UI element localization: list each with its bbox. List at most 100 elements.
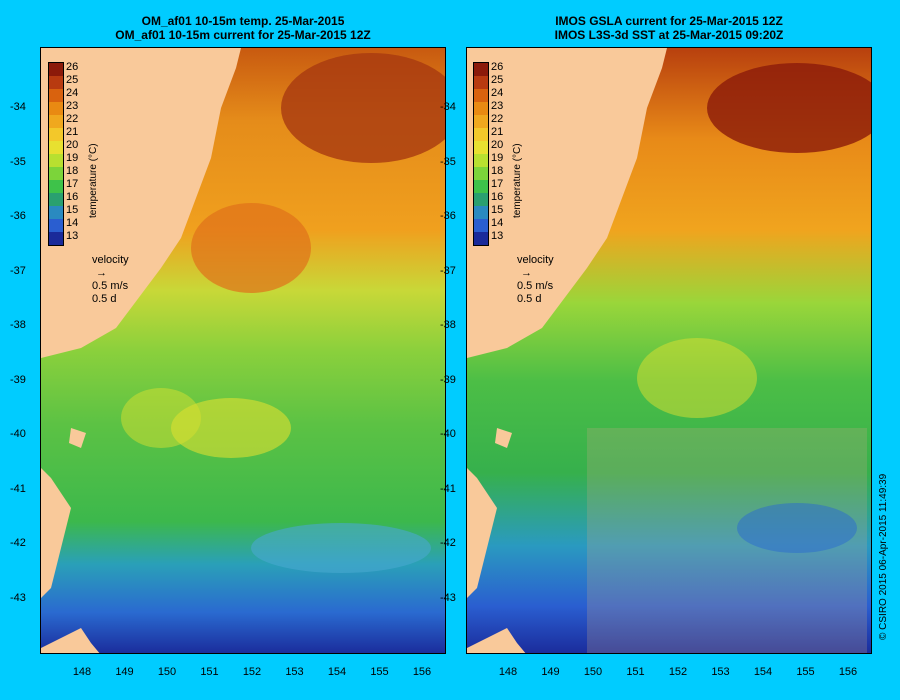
colorbar-tick: 26 — [66, 61, 79, 73]
lon-label: 151 — [200, 666, 219, 678]
lat-label: -36 — [10, 210, 26, 222]
colorbar-tick: 17 — [491, 178, 504, 190]
right-velocity-duration: 0.5 d — [517, 293, 542, 305]
left-temperature-map — [41, 48, 445, 653]
colorbar-tick: 13 — [66, 230, 79, 242]
colorbar-cell — [474, 128, 488, 141]
colorbar-cell — [474, 76, 488, 89]
colorbar-cell — [474, 219, 488, 232]
lon-label: 154 — [327, 666, 347, 678]
lat-label: -37 — [440, 264, 456, 277]
right-sst-map — [467, 48, 871, 653]
colorbar-cell — [49, 102, 63, 115]
colorbar-cell — [49, 232, 63, 245]
colorbar-tick: 19 — [491, 152, 504, 164]
colorbar-tick: 14 — [491, 217, 504, 229]
colorbar-cell — [49, 167, 63, 180]
colorbar-tick: 21 — [491, 126, 504, 138]
lon-label: 149 — [115, 666, 134, 678]
lat-label: -36 — [440, 210, 456, 222]
right-colorbar — [473, 62, 489, 246]
colorbar-cell — [474, 115, 488, 128]
colorbar-cell — [474, 89, 488, 102]
lat-label: -41 — [10, 482, 26, 495]
colorbar-cell — [49, 154, 63, 167]
colorbar-tick: 22 — [66, 113, 79, 125]
credit-text: © CSIRO 2015 06-Apr-2015 11:49:39 — [878, 473, 889, 640]
lon-label: 154 — [753, 666, 773, 678]
colorbar-tick: 15 — [66, 204, 79, 216]
lat-label: -37 — [10, 264, 26, 277]
lon-label: 152 — [242, 666, 262, 678]
lat-label: -39 — [440, 373, 456, 386]
lon-label: 155 — [796, 666, 815, 678]
colorbar-cell — [474, 63, 488, 76]
lat-label: -38 — [440, 319, 456, 331]
colorbar-tick: 24 — [491, 87, 504, 99]
colorbar-cell — [49, 63, 63, 76]
lon-label: 156 — [838, 666, 858, 678]
colorbar-tick: 24 — [66, 87, 79, 99]
lon-label: 150 — [157, 666, 177, 678]
lon-label: 150 — [583, 666, 603, 678]
right-title-line2: IMOS L3S-3d SST at 25-Mar-2015 09:20Z — [554, 28, 784, 42]
lon-label: 148 — [72, 666, 92, 678]
lat-label: -42 — [10, 537, 26, 549]
right-velocity-speed: 0.5 m/s — [517, 280, 554, 292]
colorbar-tick: 18 — [491, 165, 504, 177]
left-velocity-arrow: → — [96, 267, 107, 279]
colorbar-cell — [474, 154, 488, 167]
colorbar-cell — [49, 76, 63, 89]
colorbar-cell — [49, 89, 63, 102]
lon-label: 151 — [626, 666, 645, 678]
left-colorbar-label: temperature (°C) — [88, 143, 99, 218]
colorbar-tick: 25 — [66, 74, 79, 86]
lat-label: -35 — [10, 155, 26, 168]
colorbar-cell — [49, 206, 63, 219]
left-title-line1: OM_af01 10-15m temp. 25-Mar-2015 — [141, 14, 345, 28]
colorbar-cell — [49, 128, 63, 141]
colorbar-tick: 22 — [491, 113, 504, 125]
left-velocity-key: velocity → 0.5 m/s 0.5 d — [92, 254, 129, 306]
colorbar-tick: 21 — [66, 126, 79, 138]
colorbar-cell — [49, 219, 63, 232]
left-colorbar — [48, 62, 64, 246]
left-velocity-duration: 0.5 d — [92, 293, 117, 305]
lat-label: -42 — [440, 537, 456, 549]
colorbar-cell — [49, 141, 63, 154]
lat-label: -40 — [10, 428, 26, 440]
colorbar-tick: 20 — [66, 139, 79, 151]
colorbar-tick: 13 — [491, 230, 504, 242]
lon-label: 149 — [541, 666, 560, 678]
colorbar-tick: 17 — [66, 178, 79, 190]
colorbar-cell — [474, 193, 488, 206]
lon-label: 155 — [370, 666, 389, 678]
lat-label: -41 — [440, 482, 456, 495]
right-colorbar-label: temperature (°C) — [512, 143, 523, 218]
lat-label: -35 — [440, 155, 456, 168]
right-title: IMOS GSLA current for 25-Mar-2015 12Z IM… — [466, 14, 872, 42]
left-velocity-speed: 0.5 m/s — [92, 280, 129, 292]
colorbar-tick: 19 — [66, 152, 79, 164]
right-velocity-arrow: → — [521, 267, 532, 279]
colorbar-cell — [49, 193, 63, 206]
colorbar-tick: 20 — [491, 139, 504, 151]
left-map-panel — [40, 47, 446, 654]
lat-label: -39 — [10, 373, 26, 386]
colorbar-tick: 15 — [491, 204, 504, 216]
colorbar-cell — [474, 180, 488, 193]
lat-label: -43 — [440, 591, 456, 604]
left-velocity-label: velocity — [92, 254, 129, 266]
colorbar-tick: 18 — [66, 165, 79, 177]
lon-label: 156 — [412, 666, 432, 678]
lon-label: 153 — [285, 666, 304, 678]
colorbar-cell — [474, 141, 488, 154]
right-velocity-label: velocity — [517, 254, 554, 266]
lat-label: -38 — [10, 319, 26, 331]
lon-label: 152 — [668, 666, 688, 678]
lon-label: 148 — [498, 666, 518, 678]
lat-label: -43 — [10, 591, 26, 604]
lat-label: -34 — [10, 101, 26, 113]
colorbar-tick: 25 — [491, 74, 504, 86]
colorbar-cell — [474, 232, 488, 245]
